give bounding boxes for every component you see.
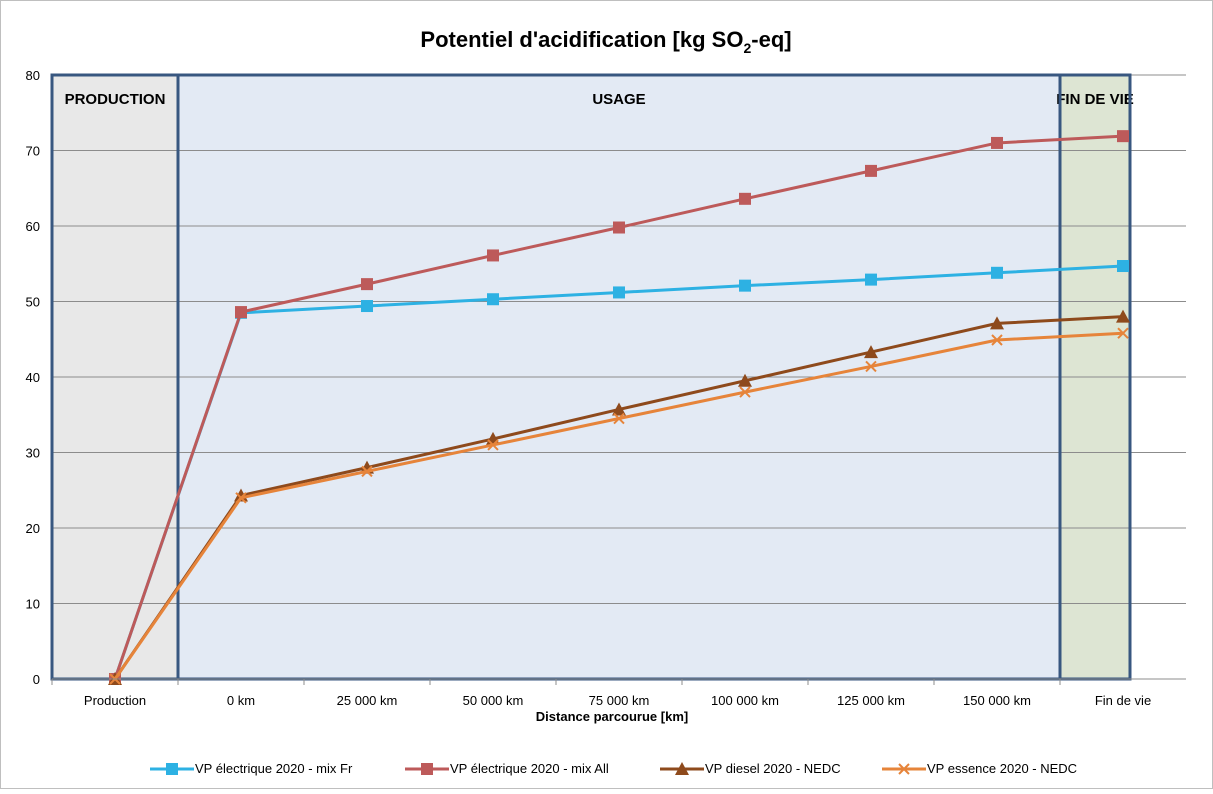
x-tick-label: 75 000 km <box>589 693 650 708</box>
legend-label: VP électrique 2020 - mix Fr <box>195 761 353 776</box>
legend-item: VP électrique 2020 - mix All <box>405 761 609 776</box>
data-point <box>865 273 877 286</box>
data-point <box>1117 260 1129 273</box>
data-point <box>864 345 878 359</box>
legend-marker <box>421 763 433 775</box>
x-tick-label: 25 000 km <box>337 693 398 708</box>
x-tick-label: Production <box>84 693 146 708</box>
data-point <box>1116 309 1130 323</box>
x-tick-label: 100 000 km <box>711 693 779 708</box>
data-point <box>991 136 1003 149</box>
x-axis-label: Distance parcourue [km] <box>536 709 688 724</box>
data-point <box>361 300 373 313</box>
chart-title: Potentiel d'acidification [kg SO2-eq] <box>420 27 791 56</box>
legend-item: VP essence 2020 - NEDC <box>882 761 1077 776</box>
legend-label: VP électrique 2020 - mix All <box>450 761 609 776</box>
data-point <box>739 386 751 398</box>
y-tick-label: 70 <box>26 144 40 159</box>
y-tick-label: 60 <box>26 219 40 234</box>
series-group <box>108 130 1130 685</box>
legend-item: VP diesel 2020 - NEDC <box>660 761 841 776</box>
data-point <box>991 266 1003 279</box>
legend-marker <box>166 763 178 775</box>
axes: 0 10 20 30 40 50 60 70 80 Production 0 km 25 000 km… <box>26 68 1186 708</box>
data-point <box>990 316 1004 330</box>
y-tick-label: 0 <box>33 672 40 687</box>
data-point <box>487 293 499 306</box>
phase-label: USAGE <box>592 91 645 108</box>
data-point <box>739 192 751 205</box>
x-tick-label: 0 km <box>227 693 255 708</box>
legend-marker <box>675 762 689 775</box>
y-tick-label: 20 <box>26 521 40 536</box>
y-tick-label: 50 <box>26 295 40 310</box>
chart-title-main: Potentiel d'acidification [kg SO <box>420 27 743 52</box>
y-tick-label: 30 <box>26 446 40 461</box>
legend-label: VP diesel 2020 - NEDC <box>705 761 841 776</box>
data-point <box>487 249 499 262</box>
legend-label: VP essence 2020 - NEDC <box>927 761 1077 776</box>
chart-title-tail: -eq] <box>751 27 791 52</box>
data-point <box>991 334 1003 346</box>
legend: VP électrique 2020 - mix Fr VP électrique… <box>150 761 1077 776</box>
data-point <box>361 465 373 478</box>
data-point <box>739 279 751 292</box>
series <box>109 327 1129 685</box>
phase-label: PRODUCTION <box>65 91 166 108</box>
data-point <box>1117 327 1129 339</box>
data-point <box>865 360 877 373</box>
x-tick-label: 150 000 km <box>963 693 1031 708</box>
data-point <box>235 492 247 504</box>
x-tick-label: Fin de vie <box>1095 693 1151 708</box>
data-point <box>865 164 877 177</box>
data-point <box>361 278 373 291</box>
data-point <box>612 402 626 416</box>
data-point <box>613 412 625 425</box>
y-tick-label: 40 <box>26 370 40 385</box>
legend-marker <box>898 763 910 775</box>
phase-label: FIN DE VIE <box>1056 91 1134 108</box>
data-point <box>738 373 752 387</box>
data-point <box>1117 130 1129 143</box>
legend-item: VP électrique 2020 - mix Fr <box>150 761 353 776</box>
y-tick-label: 10 <box>26 597 40 612</box>
data-point <box>487 439 499 451</box>
x-tick-label: 50 000 km <box>463 693 524 708</box>
x-tick-label: 125 000 km <box>837 693 905 708</box>
data-point <box>613 221 625 234</box>
chart-title-subscript: 2 <box>743 40 751 56</box>
y-tick-label: 80 <box>26 68 40 83</box>
data-point <box>235 306 247 319</box>
data-point <box>613 286 625 299</box>
